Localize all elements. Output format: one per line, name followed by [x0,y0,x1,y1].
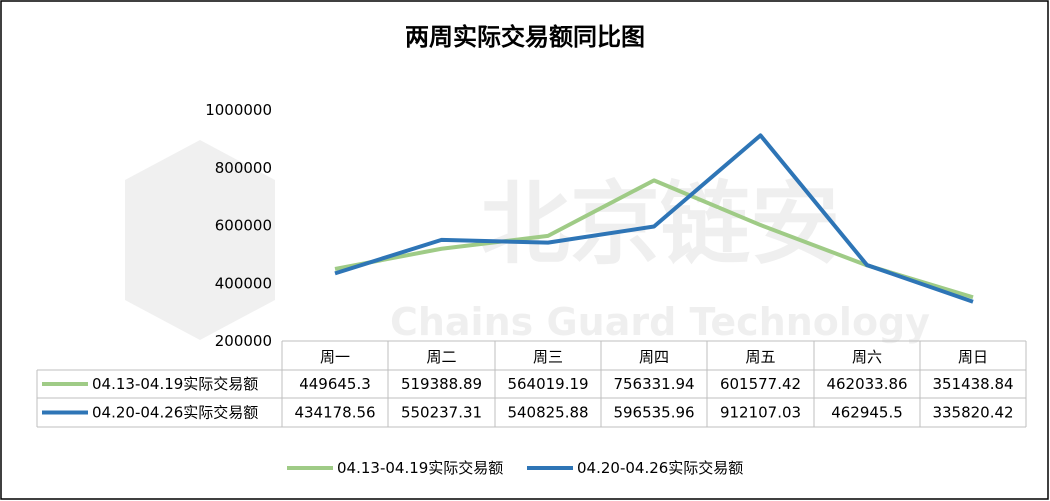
watermark-cn: 北京链安 [480,172,840,277]
chart-title: 两周实际交易额同比图 [405,22,645,51]
watermark-logo [125,140,275,340]
y-tick-label: 200000 [215,332,272,350]
watermark-en: Chains Guard Technology [390,300,930,344]
data-label: 434178.56 [294,404,375,422]
x-tick-label: 周日 [958,348,988,366]
watermark: 北京链安 Chains Guard Technology [125,140,930,344]
y-tick-label: 600000 [215,217,272,235]
x-tick-label: 周六 [852,348,882,366]
data-label: 449645.3 [299,375,371,393]
data-label: 519388.89 [401,375,482,393]
data-label: 462945.5 [831,404,903,422]
table-series-name: 04.20-04.26实际交易额 [92,404,258,422]
data-label: 335820.42 [932,404,1013,422]
data-label: 351438.84 [932,375,1013,393]
y-tick-label: 800000 [215,159,272,177]
x-tick-label: 周四 [639,348,669,366]
data-label: 550237.31 [401,404,482,422]
data-label: 596535.96 [613,404,694,422]
data-label: 912107.03 [720,404,801,422]
table-series-name: 04.13-04.19实际交易额 [92,375,258,393]
legend-label: 04.13-04.19实际交易额 [337,459,503,477]
data-label: 756331.94 [613,375,694,393]
x-tick-label: 周五 [745,348,775,366]
data-label: 540825.88 [507,404,588,422]
x-tick-label: 周三 [533,348,563,366]
x-tick-label: 周一 [320,348,350,366]
data-label: 601577.42 [720,375,801,393]
legend-label: 04.20-04.26实际交易额 [577,459,743,477]
data-label: 462033.86 [826,375,907,393]
x-tick-label: 周二 [426,348,456,366]
y-tick-label: 1000000 [205,101,272,119]
data-label: 564019.19 [507,375,588,393]
y-tick-label: 400000 [215,274,272,292]
